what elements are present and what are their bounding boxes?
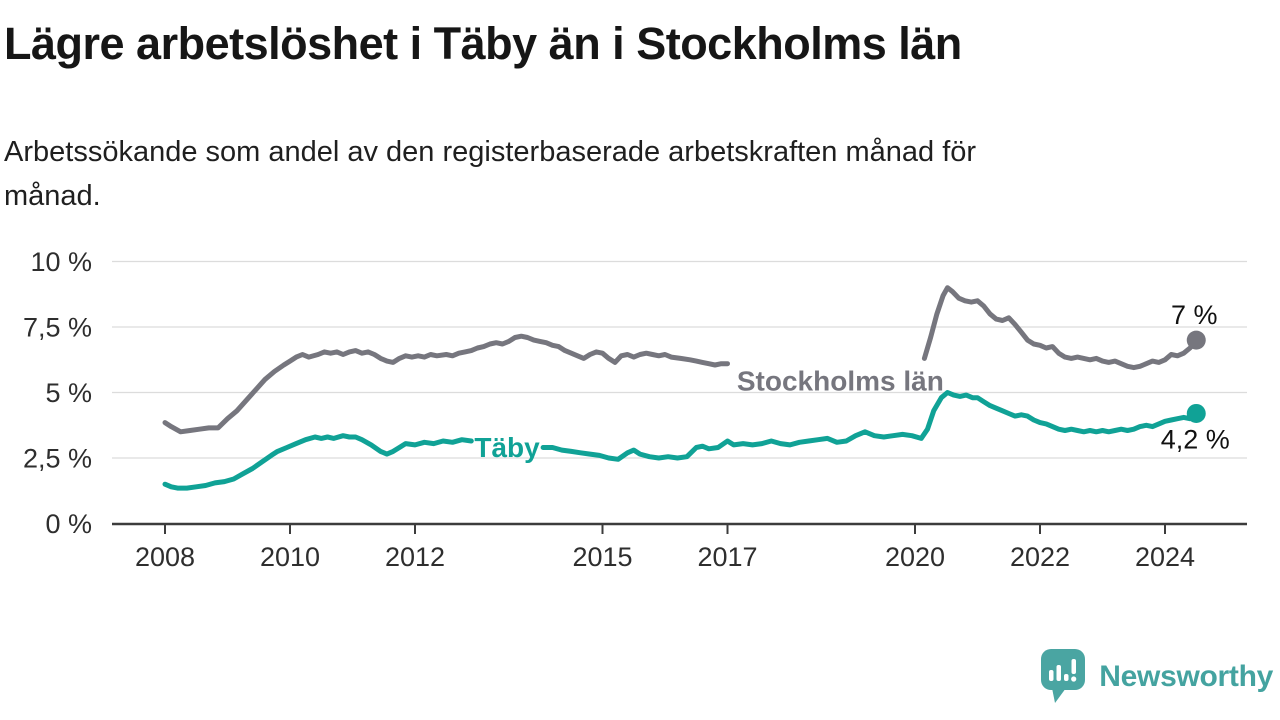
end-dot-stockholms-lan bbox=[1186, 330, 1206, 350]
series-line-taby bbox=[540, 390, 1199, 462]
y-tick-label: 10 % bbox=[30, 247, 92, 277]
chart-title: Lägre arbetslöshet i Täby än i Stockholm… bbox=[4, 18, 962, 69]
x-tick-label: 2022 bbox=[1010, 542, 1070, 572]
x-tick-label: 2020 bbox=[885, 542, 945, 572]
logo-exclamation-bar bbox=[1071, 659, 1077, 674]
logo-exclamation-dot bbox=[1071, 676, 1077, 682]
series-label-stockholms-lan: Stockholms län bbox=[737, 366, 944, 397]
end-value-label-stockholms-lan: 7 % bbox=[1171, 300, 1218, 330]
newsworthy-logo-text: Newsworthy bbox=[1099, 659, 1273, 693]
logo-bar-1 bbox=[1049, 670, 1054, 681]
newsworthy-logo-icon bbox=[1041, 649, 1086, 703]
x-tick-label: 2012 bbox=[385, 542, 445, 572]
x-tick-label: 2010 bbox=[260, 542, 320, 572]
series-label-taby: Täby bbox=[474, 432, 540, 463]
logo-bubble-tail bbox=[1052, 688, 1067, 703]
x-tick-label: 2015 bbox=[572, 542, 632, 572]
logo-bar-3 bbox=[1064, 674, 1069, 681]
series-line-stockholms-lan bbox=[162, 333, 730, 435]
series-line-stockholms-lan bbox=[921, 285, 1199, 371]
x-tick-label: 2008 bbox=[135, 542, 195, 572]
end-value-label-taby: 4,2 % bbox=[1161, 424, 1230, 454]
end-dot-taby bbox=[1186, 403, 1206, 423]
chart-subtitle-line1: Arbetssökande som andel av den registerb… bbox=[4, 136, 977, 168]
y-tick-label: 7,5 % bbox=[23, 313, 92, 343]
chart-subtitle-line2: månad. bbox=[4, 180, 101, 212]
y-tick-label: 0 % bbox=[45, 509, 92, 539]
series-line-taby bbox=[162, 433, 474, 491]
x-tick-label: 2024 bbox=[1135, 542, 1195, 572]
chart-subtitle: Arbetssökande som andel av den registerb… bbox=[4, 130, 976, 218]
y-tick-label: 2,5 % bbox=[23, 444, 92, 474]
y-tick-label: 5 % bbox=[45, 378, 92, 408]
logo-bar-2 bbox=[1056, 665, 1062, 681]
logo-bubble bbox=[1041, 649, 1086, 690]
x-tick-label: 2017 bbox=[697, 542, 757, 572]
newsworthy-logo: Newsworthy bbox=[1040, 648, 1273, 705]
